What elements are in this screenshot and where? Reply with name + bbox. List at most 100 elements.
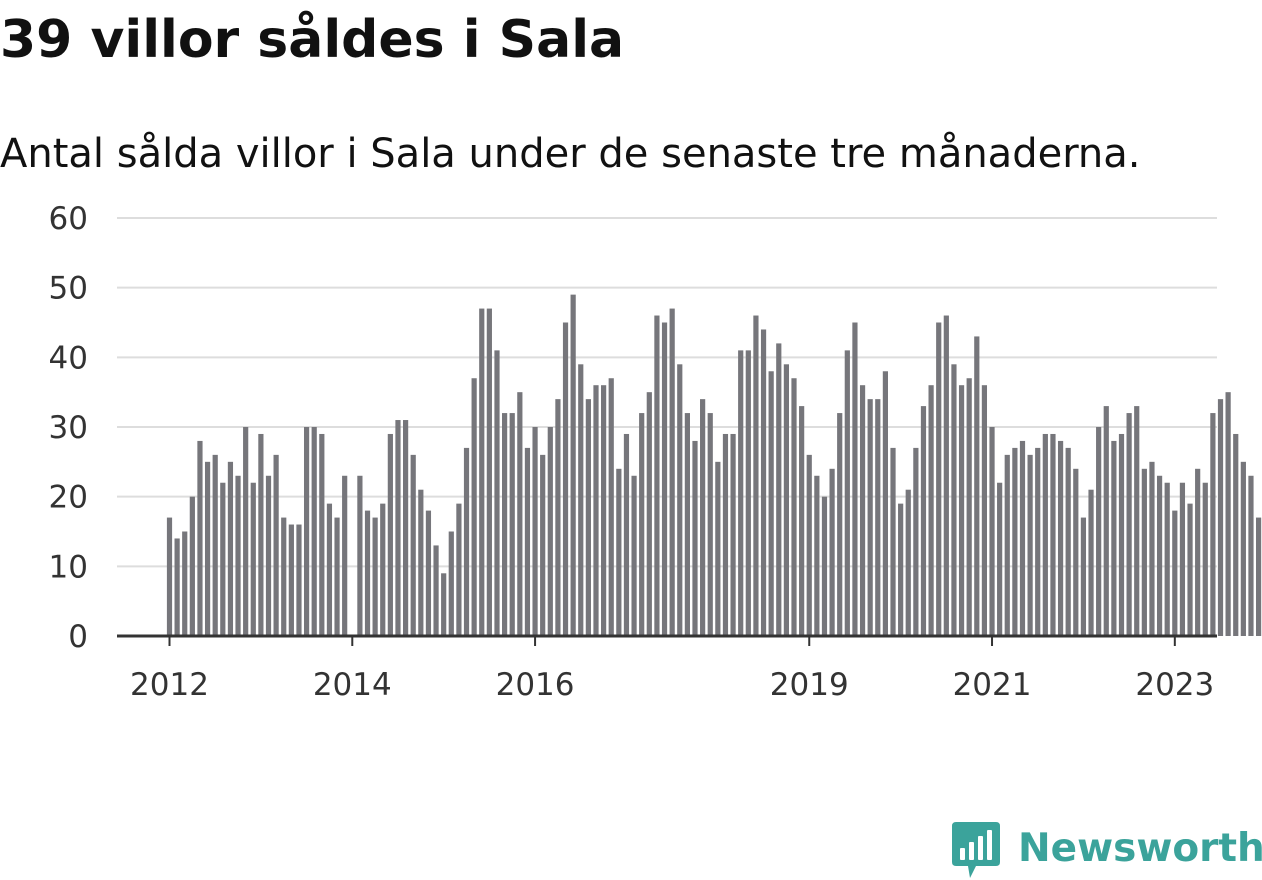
bar [997, 482, 1003, 636]
bar [1027, 454, 1033, 636]
bar [395, 420, 401, 636]
bar [882, 371, 888, 636]
bar [578, 364, 584, 636]
bar [524, 447, 531, 636]
bar [852, 322, 858, 636]
newsworthy-logo[interactable]: Newsworthy [950, 818, 1262, 880]
bar [1179, 482, 1186, 636]
bar [920, 406, 927, 636]
bar [1164, 482, 1170, 636]
bar [913, 447, 919, 636]
chart-subtitle: Antal sålda villor i Sala under de senas… [0, 131, 1141, 177]
bar [303, 427, 310, 636]
x-tick-label: 2023 [1135, 667, 1214, 703]
bar [547, 427, 553, 636]
bar [1225, 392, 1231, 636]
bar [753, 315, 759, 636]
bar [197, 440, 203, 636]
bar [783, 364, 789, 636]
bar [1202, 482, 1208, 636]
bar [958, 385, 965, 636]
bar [791, 378, 797, 636]
bar [1073, 468, 1079, 636]
bar [281, 517, 287, 636]
x-axis-ticks: 2012201420162019202120232025 [130, 636, 1214, 703]
bar [730, 433, 736, 636]
bar [608, 378, 614, 636]
bar [227, 461, 234, 636]
bar [768, 371, 774, 636]
bar [1187, 503, 1193, 636]
bar [425, 510, 432, 636]
bar [1096, 427, 1102, 636]
bar [479, 308, 485, 636]
bar [562, 322, 569, 636]
bar [463, 447, 470, 636]
bar [1240, 461, 1246, 636]
bars [166, 294, 1262, 636]
x-tick-label: 2021 [953, 667, 1032, 703]
bar [1126, 413, 1132, 636]
bar [189, 496, 195, 636]
bar [745, 350, 751, 636]
bar [334, 517, 340, 636]
bar [243, 427, 249, 636]
bar [722, 433, 729, 636]
bar [540, 454, 546, 636]
bar [974, 336, 980, 636]
bar [250, 482, 256, 636]
bar [1248, 475, 1254, 636]
bar [326, 503, 333, 636]
bar [1103, 406, 1109, 636]
bar [319, 433, 325, 636]
y-tick-label: 40 [49, 340, 88, 376]
bar [776, 343, 782, 636]
y-tick-label: 50 [49, 271, 88, 307]
bar [296, 524, 302, 636]
bar [631, 475, 637, 636]
bar [1004, 454, 1010, 636]
bar [1255, 517, 1262, 636]
bar [372, 517, 378, 636]
chart-title: 39 villor såldes i Sala [0, 10, 625, 70]
bar [448, 531, 454, 636]
bar [204, 461, 211, 636]
bar [1042, 433, 1048, 636]
bar [1080, 517, 1087, 636]
bar [1134, 406, 1140, 636]
bar [867, 399, 873, 636]
bar [1217, 399, 1224, 636]
bar [760, 329, 767, 636]
y-axis-ticks: 0 10 20 30 40 50 60 [49, 201, 88, 655]
bar [799, 406, 805, 636]
x-tick-label: 2016 [496, 667, 575, 703]
bar [661, 322, 668, 636]
bar-chart-speech-bubble-icon [952, 822, 1000, 878]
bar [1233, 433, 1239, 636]
bar [951, 364, 957, 636]
bar [905, 489, 911, 636]
bar [403, 420, 409, 636]
bar [943, 315, 949, 636]
bar [875, 399, 881, 636]
y-tick-label: 0 [68, 619, 88, 655]
bar [182, 531, 188, 636]
bar [364, 510, 371, 636]
bar [654, 315, 660, 636]
bar [601, 385, 607, 636]
bar [829, 468, 835, 636]
bar [288, 524, 294, 636]
bar [837, 413, 843, 636]
bar [1019, 440, 1026, 636]
bar [418, 489, 424, 636]
y-tick-label: 20 [49, 480, 88, 516]
bar [936, 322, 942, 636]
bar [989, 427, 995, 636]
bar [806, 454, 812, 636]
bar [684, 413, 690, 636]
bar [1195, 468, 1201, 636]
bar [623, 433, 630, 636]
bar [258, 433, 264, 636]
bar [1210, 413, 1216, 636]
